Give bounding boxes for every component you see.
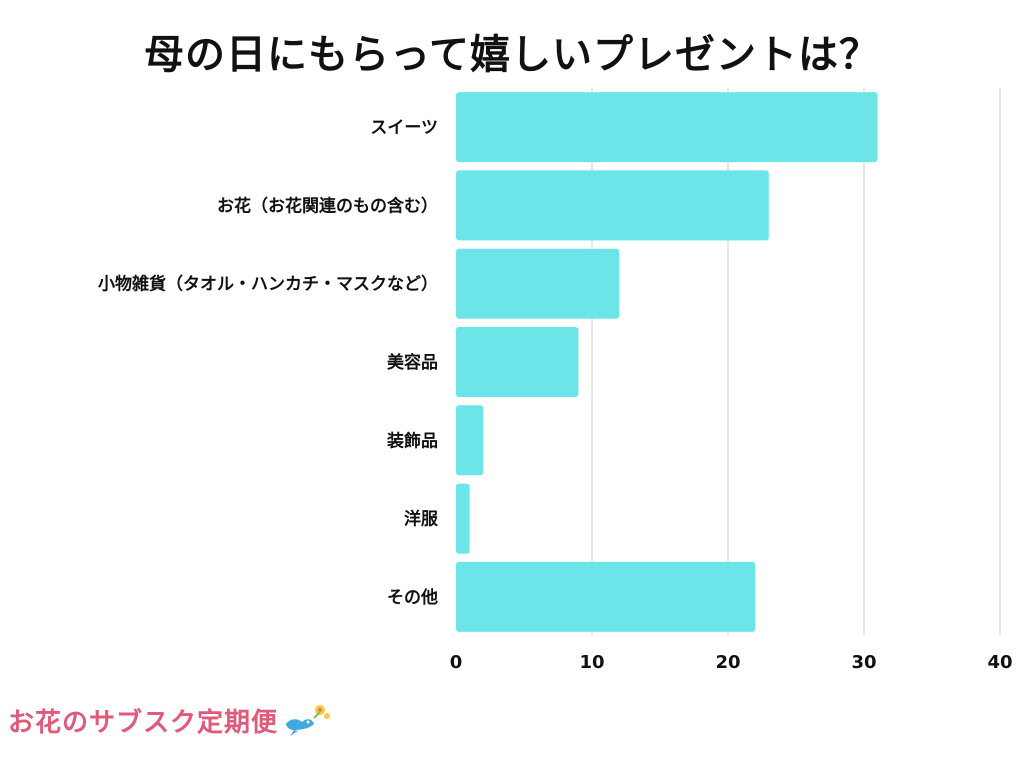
bar xyxy=(456,561,756,632)
brand-logo: お花のサブスク定期便 xyxy=(8,700,332,740)
bar xyxy=(456,483,470,554)
x-tick-label: 0 xyxy=(450,652,463,673)
category-label: お花（お花関連のもの含む） xyxy=(217,195,438,216)
x-tick-label: 30 xyxy=(851,652,876,673)
x-tick-label: 10 xyxy=(579,652,604,673)
bird-with-flower-icon xyxy=(286,705,331,736)
bars xyxy=(456,92,878,632)
grid-lines xyxy=(591,88,1001,636)
logo-text: お花のサブスク定期便 xyxy=(8,707,279,738)
x-tick-label: 20 xyxy=(715,652,740,673)
category-label: 装飾品 xyxy=(386,430,438,451)
x-tick-label: 40 xyxy=(987,652,1012,673)
x-tick-labels: 0 10 20 30 40 xyxy=(450,652,1013,673)
bar xyxy=(456,170,769,241)
bar xyxy=(456,327,579,397)
bar xyxy=(456,405,484,476)
bar xyxy=(456,248,620,319)
category-label: 美容品 xyxy=(387,352,438,373)
category-label: その他 xyxy=(387,587,438,608)
bar xyxy=(456,92,878,163)
chart-title: 母の日にもらって嬉しいプレゼントは？ xyxy=(144,32,880,78)
category-label: スイーツ xyxy=(370,118,438,138)
category-label: 小物雑貨（タオル・ハンカチ・マスクなど） xyxy=(98,274,438,295)
category-label: 洋服 xyxy=(404,509,439,530)
